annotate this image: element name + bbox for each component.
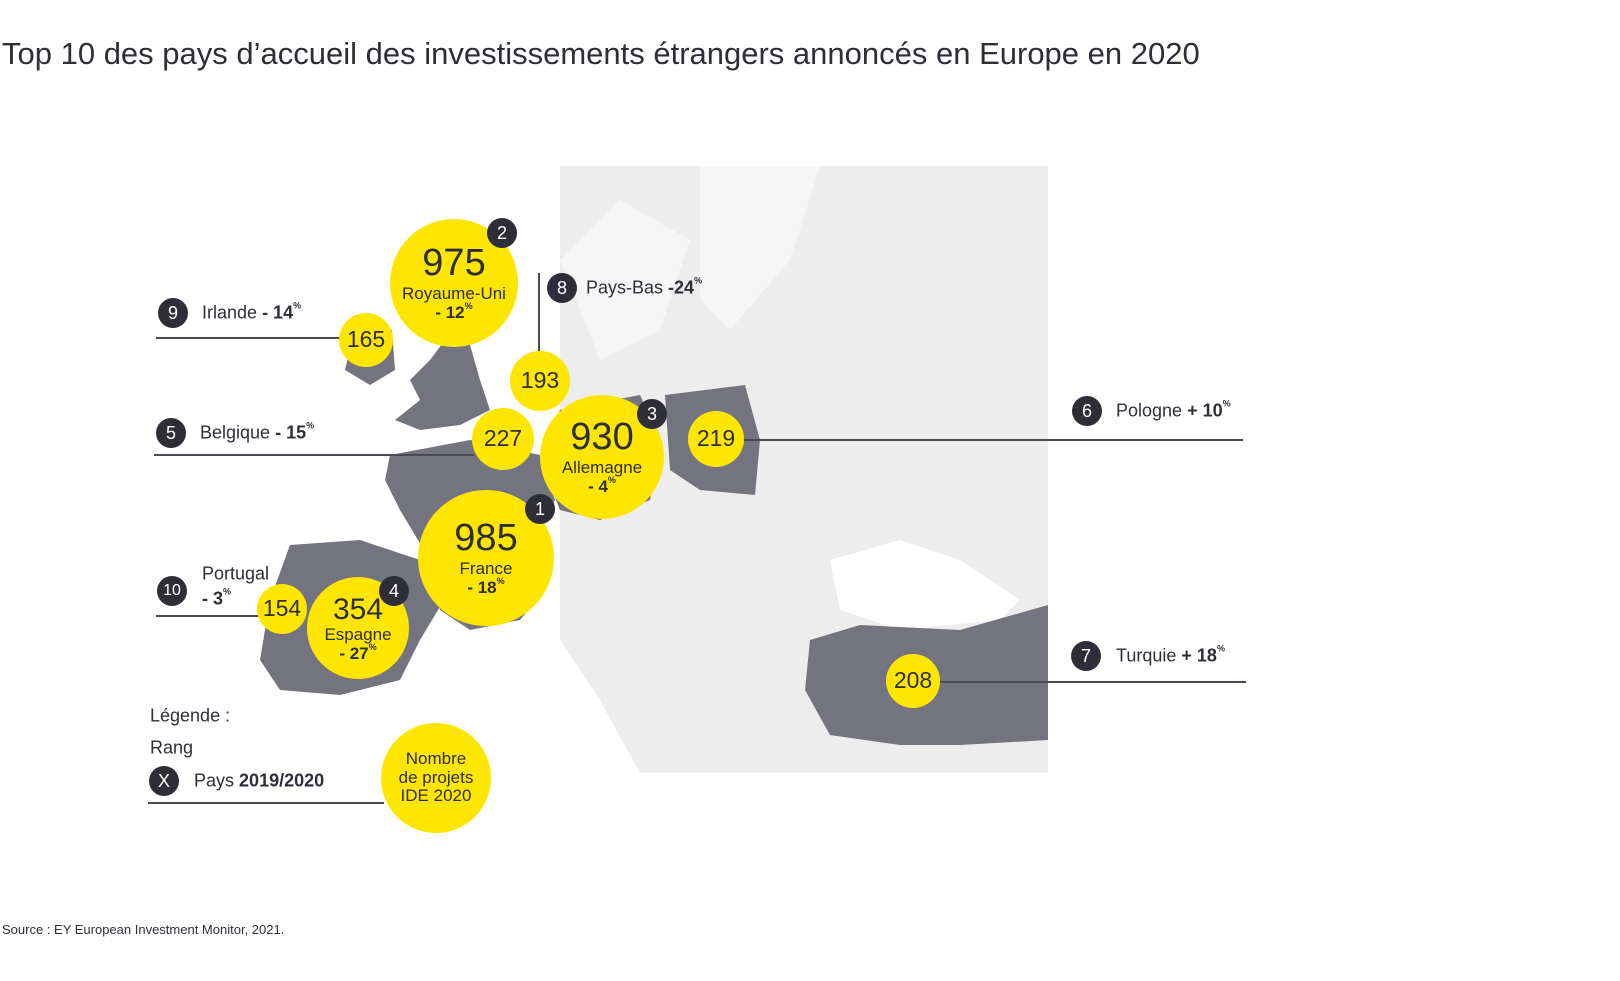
label-pologne: Pologne + 10%: [1116, 398, 1231, 421]
black-sea-shape: [830, 540, 1020, 630]
bubble-irlande: 165: [339, 313, 393, 367]
leader-line-irlande: [156, 337, 343, 339]
rank-badge-royaume-uni: 2: [487, 218, 517, 248]
leader-line-portugal: [156, 615, 260, 617]
page-title: Top 10 des pays d’accueil des investisse…: [2, 36, 1200, 71]
label-belgique: Belgique - 15%: [200, 420, 315, 443]
sea-shape: [560, 640, 640, 773]
legend-title: Légende :: [150, 705, 231, 726]
rank-badge-irlande: 9: [158, 298, 188, 328]
bubble-turquie: 208: [886, 654, 940, 708]
rank-badge-allemagne: 3: [637, 399, 667, 429]
leader-line-pologne: [743, 439, 1243, 441]
legend-country-label: Pays 2019/2020: [194, 770, 325, 791]
label-irlande: Irlande - 14%: [202, 300, 302, 323]
leader-line-legend: [148, 802, 384, 804]
leader-line-belgique: [154, 454, 474, 456]
rank-badge-belgique: 5: [156, 418, 186, 448]
uk-shape: [395, 340, 490, 430]
rank-badge-pays-bas: 8: [547, 273, 577, 303]
label-turquie: Turquie + 18%: [1116, 643, 1225, 666]
legend-rank-badge: X: [149, 766, 179, 796]
bubble-pays-bas: 193: [510, 351, 570, 411]
label-pays-bas: Pays-Bas -24%: [586, 275, 703, 298]
label-portugal-change: - 3%: [202, 586, 232, 609]
rank-badge-france: 1: [525, 494, 555, 524]
bubble-portugal: 154: [257, 584, 307, 634]
bubble-pologne: 219: [688, 411, 744, 467]
leader-line-pays-bas: [538, 273, 540, 351]
rank-badge-pologne: 6: [1072, 396, 1102, 426]
leader-line-turquie: [939, 681, 1246, 683]
legend-bubble: Nombre de projets IDE 2020: [381, 723, 491, 833]
legend-rank-label: Rang: [150, 737, 194, 758]
rank-badge-espagne: 4: [379, 576, 409, 606]
label-portugal: Portugal: [202, 563, 270, 584]
source-note: Source : EY European Investment Monitor,…: [2, 922, 285, 937]
rank-badge-turquie: 7: [1071, 641, 1101, 671]
scandinavia-shape: [560, 166, 820, 360]
rank-badge-portugal: 10: [157, 576, 187, 606]
bubble-belgique: 227: [472, 408, 534, 470]
